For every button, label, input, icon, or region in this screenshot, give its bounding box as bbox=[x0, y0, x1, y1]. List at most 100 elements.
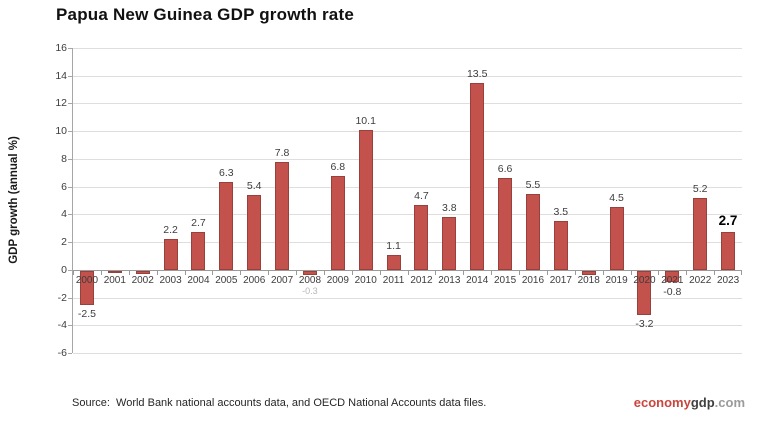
x-tick-label: 2014 bbox=[466, 274, 489, 286]
x-axis-tick bbox=[128, 270, 130, 275]
bar-2022 bbox=[693, 197, 708, 270]
x-tick-label: 2012 bbox=[410, 274, 433, 286]
gridline bbox=[73, 325, 742, 327]
y-tick-label: 6 bbox=[61, 180, 67, 193]
bar-label-2010: 10.1 bbox=[355, 114, 376, 127]
x-tick-label: 2021 bbox=[661, 274, 684, 286]
bar-2005 bbox=[219, 182, 234, 270]
x-tick-label: 2008 bbox=[298, 274, 322, 286]
x-axis-tick bbox=[212, 270, 214, 275]
bar-2015 bbox=[498, 178, 513, 270]
x-axis-tick bbox=[741, 270, 742, 275]
y-axis-tick bbox=[68, 48, 72, 49]
x-axis-line bbox=[73, 269, 742, 271]
bar-2006 bbox=[247, 194, 262, 270]
x-axis-tick bbox=[351, 270, 353, 275]
bar-2009 bbox=[330, 175, 345, 270]
x-tick-label: 2010 bbox=[354, 274, 377, 286]
x-tick-label: 2007 bbox=[270, 274, 294, 286]
y-axis-tick bbox=[68, 75, 72, 77]
bar-label-2007: 7.8 bbox=[274, 146, 290, 159]
y-axis-tick bbox=[68, 186, 72, 188]
bar-2023 bbox=[721, 232, 736, 270]
y-axis-line bbox=[72, 48, 73, 353]
x-axis-tick bbox=[658, 270, 660, 275]
bar-label-2005: 6.3 bbox=[219, 167, 234, 180]
x-axis-tick bbox=[268, 270, 270, 275]
bar-2017 bbox=[553, 221, 568, 270]
y-tick-label: 8 bbox=[61, 152, 67, 165]
bar-label-2009: 6.8 bbox=[330, 160, 346, 173]
x-tick-label: 2011 bbox=[382, 274, 405, 286]
x-tick-label: 2019 bbox=[605, 274, 628, 286]
y-tick-label: 14 bbox=[55, 69, 67, 82]
gridline bbox=[73, 158, 742, 160]
gridline bbox=[73, 214, 742, 216]
y-tick-label: 16 bbox=[55, 42, 67, 54]
bar-2002 bbox=[135, 270, 150, 274]
x-tick-label: 2001 bbox=[103, 274, 126, 286]
gridline bbox=[73, 103, 742, 105]
bar-2004 bbox=[191, 232, 206, 270]
bar-2008 bbox=[302, 270, 317, 275]
bar-2013 bbox=[442, 217, 457, 270]
y-axis-tick bbox=[68, 353, 72, 354]
y-axis-tick bbox=[68, 103, 72, 105]
x-tick-label: 2003 bbox=[159, 274, 182, 286]
y-tick-label: -6 bbox=[57, 347, 67, 359]
bar-2019 bbox=[609, 207, 624, 270]
y-axis-tick bbox=[68, 242, 72, 244]
y-tick-label: 2 bbox=[61, 236, 67, 249]
x-tick-label: 2016 bbox=[521, 274, 545, 286]
logo-link[interactable]: economygdp.com bbox=[634, 395, 745, 410]
bar-label-2008: -0.3 bbox=[302, 285, 318, 296]
gridline bbox=[73, 297, 742, 299]
bar-label-2004: 2.7 bbox=[191, 217, 206, 230]
x-tick-label: 2000 bbox=[75, 274, 99, 286]
y-tick-label: 0 bbox=[61, 263, 67, 276]
x-axis-tick bbox=[463, 270, 465, 275]
y-axis-tick bbox=[68, 269, 72, 271]
bar-2012 bbox=[414, 204, 429, 270]
x-tick-label: 2009 bbox=[326, 274, 349, 286]
plot-area: -2.5 2000 2001 2002 2.2 2003 2.7 2004 6.3 2005 5.4… bbox=[68, 48, 742, 354]
x-tick-label: 2018 bbox=[577, 274, 600, 286]
gridline bbox=[73, 48, 742, 49]
bar-label-2020: -3.2 bbox=[635, 318, 654, 331]
x-axis-tick bbox=[240, 270, 242, 275]
bar-label-2012: 4.7 bbox=[414, 189, 429, 202]
y-axis-tick bbox=[68, 131, 72, 133]
bar-label-2021: -0.8 bbox=[663, 285, 682, 298]
x-axis-tick bbox=[407, 270, 409, 275]
bar-2014 bbox=[470, 82, 485, 270]
x-axis-tick bbox=[686, 270, 688, 275]
logo-part-economy: economy bbox=[633, 395, 691, 410]
bar-2010 bbox=[358, 129, 373, 270]
x-axis-tick bbox=[574, 270, 576, 275]
gridline bbox=[73, 75, 742, 77]
y-tick-label: 12 bbox=[55, 97, 67, 110]
y-tick-label: 4 bbox=[61, 208, 67, 221]
bar-2007 bbox=[275, 161, 290, 270]
x-tick-label: 2002 bbox=[131, 274, 154, 286]
x-axis-tick bbox=[491, 270, 493, 275]
x-tick-label: 2023 bbox=[716, 274, 740, 286]
bar-2000 bbox=[79, 270, 94, 306]
source-note: Source: World Bank national accounts dat… bbox=[72, 397, 487, 409]
bar-label-2019: 4.5 bbox=[609, 192, 624, 205]
x-axis-tick bbox=[546, 270, 548, 275]
chart-title: Papua New Guinea GDP growth rate bbox=[56, 5, 354, 24]
y-tick-label: -2 bbox=[57, 291, 67, 304]
logo-part-com: .com bbox=[714, 395, 745, 410]
y-axis-title: GDP growth (annual %) bbox=[8, 136, 20, 264]
y-axis-tick bbox=[68, 214, 72, 216]
bar-label-2015: 6.6 bbox=[497, 163, 513, 176]
bar-label-2017: 3.5 bbox=[553, 206, 569, 219]
x-axis-tick bbox=[519, 270, 520, 275]
bar-label-2011: 1.1 bbox=[386, 239, 401, 252]
gridline bbox=[73, 242, 742, 244]
x-tick-label: 2006 bbox=[243, 274, 266, 286]
bar-label-2013: 3.8 bbox=[442, 202, 457, 215]
bar-label-2023: 2.7 bbox=[718, 213, 738, 229]
